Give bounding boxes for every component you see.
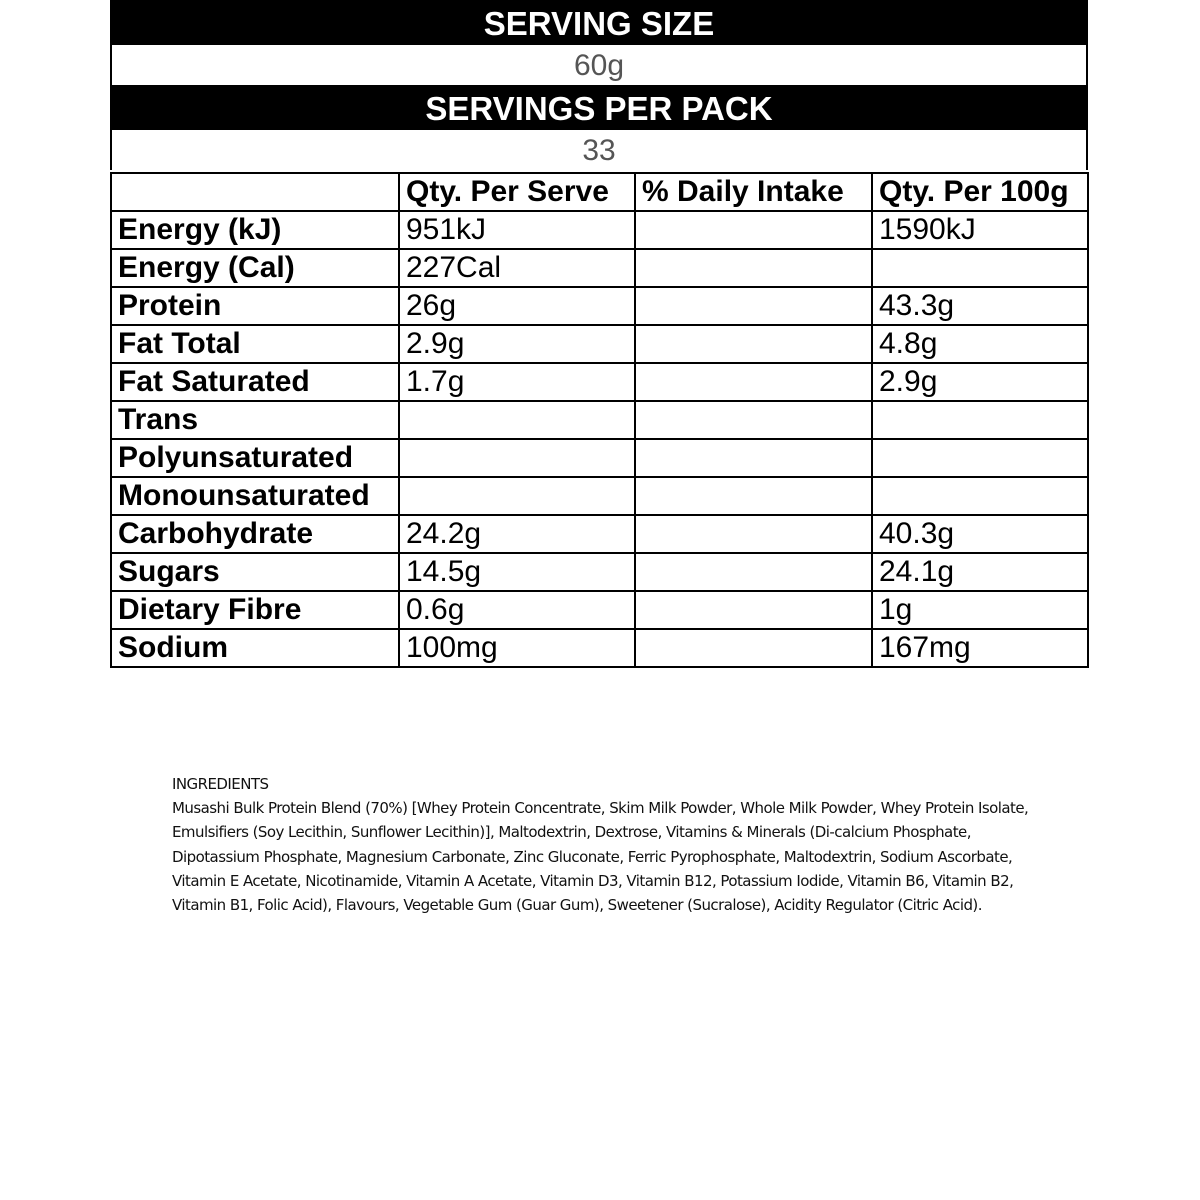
nutrient-value bbox=[634, 552, 873, 592]
nutrient-value bbox=[634, 286, 873, 326]
nutrient-value: 26g bbox=[398, 286, 636, 326]
table-row: Carbohydrate 24.2g 40.3g bbox=[110, 514, 1089, 554]
table-row: Energy (Cal) 227Cal bbox=[110, 248, 1089, 288]
nutrient-name: Carbohydrate bbox=[110, 514, 400, 554]
column-header: Qty. Per 100g bbox=[871, 172, 1089, 212]
nutrition-table: Qty. Per Serve% Daily Intake Qty. Per 100… bbox=[110, 172, 1089, 668]
nutrient-value: 227Cal bbox=[398, 248, 636, 288]
nutrient-value bbox=[634, 590, 873, 630]
table-row: Dietary Fibre 0.6g 1g bbox=[110, 590, 1089, 630]
nutrient-name: Energy (Cal) bbox=[110, 248, 400, 288]
column-header bbox=[110, 172, 400, 212]
column-header: Qty. Per Serve bbox=[398, 172, 636, 212]
nutrient-value: 167mg bbox=[871, 628, 1089, 668]
table-row: Polyunsaturated bbox=[110, 438, 1089, 478]
nutrient-value bbox=[634, 324, 873, 364]
nutrient-name: Protein bbox=[110, 286, 400, 326]
table-row: Trans bbox=[110, 400, 1089, 440]
nutrient-value bbox=[634, 438, 873, 478]
nutrient-value: 40.3g bbox=[871, 514, 1089, 554]
nutrient-value bbox=[398, 400, 636, 440]
serving-size-label: SERVING SIZE bbox=[110, 0, 1088, 45]
table-row: Sugars 14.5g 24.1g bbox=[110, 552, 1089, 592]
nutrient-value bbox=[634, 514, 873, 554]
nutrient-name: Trans bbox=[110, 400, 400, 440]
nutrient-value: 1590kJ bbox=[871, 210, 1089, 250]
table-row: Energy (kJ) 951kJ 1590kJ bbox=[110, 210, 1089, 250]
nutrient-name: Dietary Fibre bbox=[110, 590, 400, 630]
ingredients-title: INGREDIENTS bbox=[172, 775, 269, 793]
serving-size-value: 60g bbox=[110, 45, 1088, 85]
nutrient-value bbox=[634, 400, 873, 440]
nutrient-name: Fat Saturated bbox=[110, 362, 400, 402]
nutrient-value: 1.7g bbox=[398, 362, 636, 402]
table-header-row: Qty. Per Serve% Daily Intake Qty. Per 100… bbox=[110, 172, 1089, 212]
nutrient-value bbox=[871, 438, 1089, 478]
nutrient-name: Monounsaturated bbox=[110, 476, 400, 516]
nutrient-value: 2.9g bbox=[871, 362, 1089, 402]
nutrient-value: 0.6g bbox=[398, 590, 636, 630]
servings-per-pack-value: 33 bbox=[110, 130, 1088, 170]
nutrient-value: 14.5g bbox=[398, 552, 636, 592]
serving-info: SERVING SIZE 60g SERVINGS PER PACK 33 bbox=[110, 0, 1088, 170]
nutrient-value bbox=[398, 438, 636, 478]
table-row: Sodium 100mg 167mg bbox=[110, 628, 1089, 668]
ingredients: INGREDIENTS Musashi Bulk Protein Blend (… bbox=[172, 772, 1052, 917]
servings-per-pack-label: SERVINGS PER PACK bbox=[110, 85, 1088, 130]
nutrient-value: 4.8g bbox=[871, 324, 1089, 364]
nutrient-value bbox=[398, 476, 636, 516]
table-row: Fat Saturated 1.7g 2.9g bbox=[110, 362, 1089, 402]
nutrient-value bbox=[634, 248, 873, 288]
nutrient-value: 951kJ bbox=[398, 210, 636, 250]
table-row: Fat Total 2.9g 4.8g bbox=[110, 324, 1089, 364]
nutrient-name: Polyunsaturated bbox=[110, 438, 400, 478]
nutrient-value bbox=[871, 248, 1089, 288]
nutrient-name: Sugars bbox=[110, 552, 400, 592]
nutrient-value bbox=[634, 362, 873, 402]
nutrient-value bbox=[634, 210, 873, 250]
nutrient-value: 43.3g bbox=[871, 286, 1089, 326]
table-row: Monounsaturated bbox=[110, 476, 1089, 516]
nutrient-name: Sodium bbox=[110, 628, 400, 668]
nutrient-value bbox=[871, 476, 1089, 516]
nutrient-value bbox=[871, 400, 1089, 440]
column-header: % Daily Intake bbox=[634, 172, 873, 212]
nutrient-value: 100mg bbox=[398, 628, 636, 668]
table-row: Protein 26g 43.3g bbox=[110, 286, 1089, 326]
nutrient-name: Fat Total bbox=[110, 324, 400, 364]
nutrient-value bbox=[634, 628, 873, 668]
nutrient-value: 2.9g bbox=[398, 324, 636, 364]
nutrient-value bbox=[634, 476, 873, 516]
nutrient-value: 24.1g bbox=[871, 552, 1089, 592]
nutrient-value: 1g bbox=[871, 590, 1089, 630]
nutrient-value: 24.2g bbox=[398, 514, 636, 554]
nutrient-name: Energy (kJ) bbox=[110, 210, 400, 250]
ingredients-text: Musashi Bulk Protein Blend (70%) [Whey P… bbox=[172, 799, 1029, 915]
